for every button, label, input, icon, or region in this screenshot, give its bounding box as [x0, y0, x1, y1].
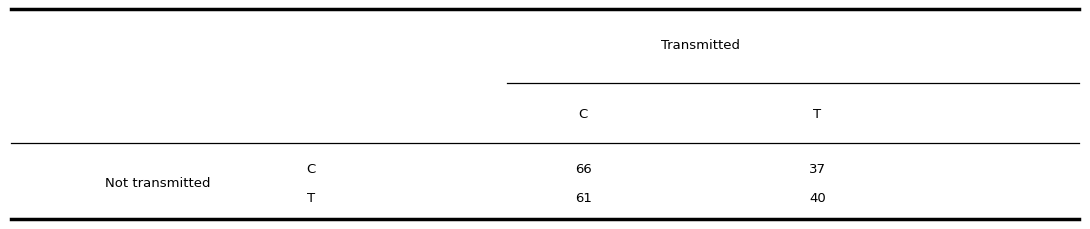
- Text: Not transmitted: Not transmitted: [106, 177, 210, 190]
- Text: C: C: [306, 162, 315, 175]
- Text: 66: 66: [574, 162, 592, 175]
- Text: Transmitted: Transmitted: [661, 39, 740, 52]
- Text: T: T: [813, 108, 822, 121]
- Text: T: T: [306, 192, 315, 204]
- Text: 61: 61: [574, 192, 592, 204]
- Text: C: C: [579, 108, 588, 121]
- Text: 37: 37: [809, 162, 826, 175]
- Text: 40: 40: [809, 192, 826, 204]
